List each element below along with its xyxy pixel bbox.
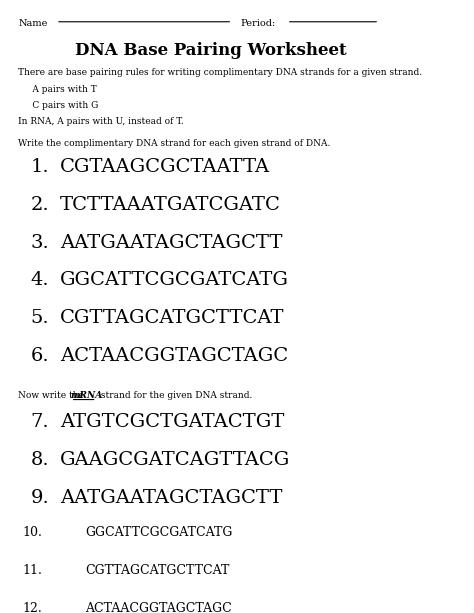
Text: 5.: 5. <box>31 310 49 327</box>
Text: strand for the given DNA strand.: strand for the given DNA strand. <box>98 391 252 400</box>
Text: CGTTAGCATGCTTCAT: CGTTAGCATGCTTCAT <box>60 310 285 327</box>
Text: ATGTCGCTGATACTGT: ATGTCGCTGATACTGT <box>60 413 284 431</box>
Text: 4.: 4. <box>31 272 49 289</box>
Text: Now write the: Now write the <box>18 391 87 400</box>
Text: TCTTAAATGATCGATC: TCTTAAATGATCGATC <box>60 196 281 214</box>
Text: 11.: 11. <box>22 565 42 577</box>
Text: In RNA, A pairs with U, instead of T.: In RNA, A pairs with U, instead of T. <box>18 117 184 126</box>
Text: Name: Name <box>18 19 47 28</box>
Text: 1.: 1. <box>31 158 49 176</box>
Text: ACTAACGGTAGCTAGC: ACTAACGGTAGCTAGC <box>85 602 232 613</box>
Text: 8.: 8. <box>31 451 49 469</box>
Text: 12.: 12. <box>22 602 42 613</box>
Text: Write the complimentary DNA strand for each given strand of DNA.: Write the complimentary DNA strand for e… <box>18 139 330 148</box>
Text: 6.: 6. <box>31 347 49 365</box>
Text: CGTTAGCATGCTTCAT: CGTTAGCATGCTTCAT <box>85 565 230 577</box>
Text: 10.: 10. <box>22 527 42 539</box>
Text: 2.: 2. <box>31 196 49 214</box>
Text: mRNA: mRNA <box>71 391 103 400</box>
Text: DNA Base Pairing Worksheet: DNA Base Pairing Worksheet <box>75 42 347 59</box>
Text: 9.: 9. <box>31 489 49 506</box>
Text: GGCATTCGCGATCATG: GGCATTCGCGATCATG <box>60 272 289 289</box>
Text: C pairs with G: C pairs with G <box>18 101 99 110</box>
Text: GAAGCGATCAGTTACG: GAAGCGATCAGTTACG <box>60 451 291 469</box>
Text: GGCATTCGCGATCATG: GGCATTCGCGATCATG <box>85 527 233 539</box>
Text: There are base pairing rules for writing complimentary DNA strands for a given s: There are base pairing rules for writing… <box>18 68 422 77</box>
Text: 7.: 7. <box>31 413 49 431</box>
Text: CGTAAGCGCTAATTA: CGTAAGCGCTAATTA <box>60 158 270 176</box>
Text: 3.: 3. <box>31 234 49 252</box>
Text: AATGAATAGCTAGCTT: AATGAATAGCTAGCTT <box>60 489 283 506</box>
Text: ACTAACGGTAGCTAGC: ACTAACGGTAGCTAGC <box>60 347 288 365</box>
Text: A pairs with T: A pairs with T <box>18 85 97 94</box>
Text: AATGAATAGCTAGCTT: AATGAATAGCTAGCTT <box>60 234 283 252</box>
Text: Period:: Period: <box>241 19 276 28</box>
